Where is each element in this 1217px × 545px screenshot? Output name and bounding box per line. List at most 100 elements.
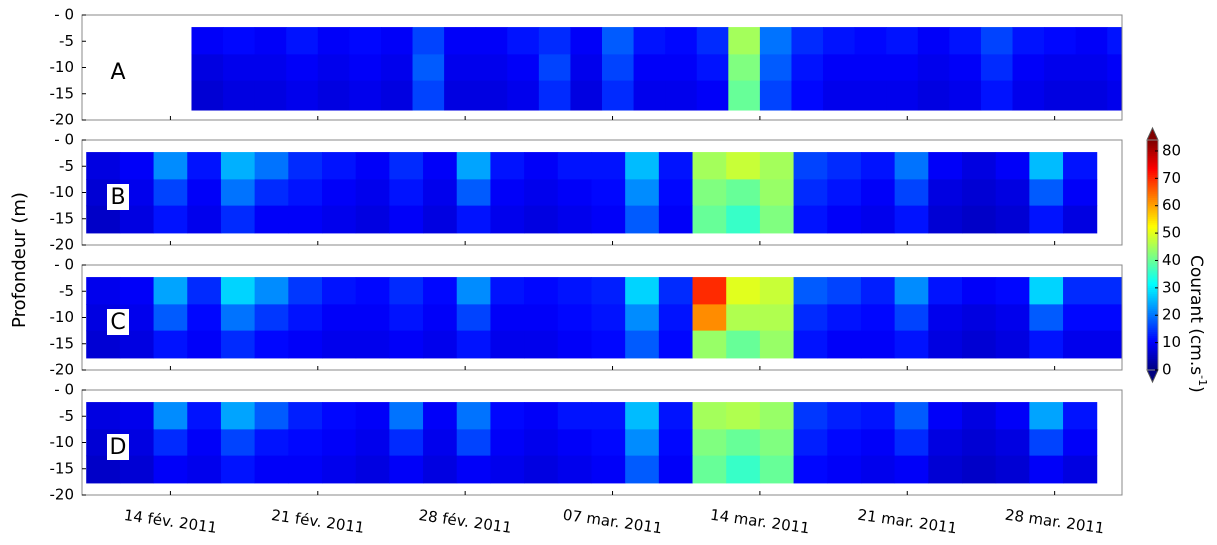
heat-cell	[928, 402, 963, 430]
colorbar-segment	[1147, 335, 1158, 338]
heat-cell	[1029, 429, 1064, 457]
heat-cell	[1029, 277, 1064, 305]
heat-cell	[286, 54, 319, 82]
heat-cell	[1063, 179, 1098, 207]
colorbar-segment	[1147, 279, 1158, 283]
heat-cell	[444, 80, 477, 111]
heat-cell	[980, 54, 1014, 82]
heat-cell	[827, 179, 862, 207]
heat-cell	[423, 277, 458, 305]
heat-cell	[389, 330, 424, 359]
heat-cell	[1107, 54, 1123, 82]
colorbar-segment	[1147, 207, 1158, 210]
heat-cell	[995, 152, 1030, 180]
colorbar-segment	[1147, 170, 1158, 174]
heat-cell	[187, 330, 222, 359]
heat-cell	[928, 205, 963, 234]
colorbar-segment	[1147, 301, 1158, 304]
colorbar-segment	[1147, 339, 1158, 342]
heat-cell	[187, 277, 222, 305]
colorbar-segment	[1147, 308, 1158, 312]
heat-cell	[490, 455, 525, 484]
colorbar-segment	[1147, 209, 1158, 212]
heat-cell	[524, 402, 559, 430]
colorbar-segment	[1147, 172, 1158, 175]
heat-cell	[220, 429, 256, 457]
heat-cell	[860, 402, 896, 430]
heat-cell	[894, 330, 929, 359]
colorbar-segment	[1147, 283, 1158, 287]
heat-cell	[317, 54, 350, 82]
heat-cell	[894, 277, 929, 305]
heat-cell	[288, 205, 323, 234]
heat-cell	[570, 54, 603, 82]
colorbar-segment	[1147, 161, 1158, 164]
y-tick-label: -5	[59, 282, 74, 300]
heat-cell	[223, 54, 256, 82]
heat-cell	[602, 80, 635, 111]
heat-cell	[633, 80, 666, 111]
heat-cell	[423, 304, 458, 332]
heat-cell	[894, 205, 929, 234]
heat-cell	[349, 80, 382, 111]
colorbar-segment	[1147, 178, 1158, 181]
heat-cell	[665, 27, 698, 55]
heat-cell	[625, 205, 660, 234]
heat-cell	[894, 179, 929, 207]
heat-cell	[726, 330, 761, 359]
colorbar-label-text: Courant (cm.s	[1186, 255, 1206, 375]
colorbar-tick-label: 30	[1162, 278, 1181, 296]
heat-cell	[759, 205, 795, 234]
colorbar-segment	[1147, 193, 1158, 197]
heat-cell	[1012, 27, 1045, 55]
colorbar-segment	[1147, 189, 1158, 193]
colorbar-tick-label: 60	[1162, 196, 1181, 214]
x-tick-label: 14 mar. 2011	[709, 506, 811, 538]
heat-cell	[322, 205, 357, 234]
heat-cell	[389, 277, 424, 305]
colorbar-segment	[1147, 314, 1158, 317]
heat-cell	[917, 27, 950, 55]
heat-cell	[625, 277, 660, 305]
heat-cell	[928, 455, 963, 484]
heat-cell	[793, 304, 828, 332]
heat-cell	[980, 27, 1014, 55]
heat-cell	[557, 179, 592, 207]
heat-cell	[860, 205, 896, 234]
colorbar-tick-label: 0	[1162, 361, 1172, 379]
colorbar-segment	[1147, 327, 1158, 331]
y-tick-label: -15	[50, 459, 75, 477]
colorbar-segment	[1147, 241, 1158, 244]
heat-cell	[692, 455, 727, 484]
x-tick-label: 21 mar. 2011	[856, 506, 958, 538]
heat-cell	[759, 304, 795, 332]
heat-cell	[557, 277, 592, 305]
heat-cell	[962, 455, 997, 484]
heat-cell	[886, 80, 919, 111]
heat-cell	[389, 152, 424, 180]
heat-cell	[524, 429, 559, 457]
heat-cell	[726, 402, 761, 430]
heat-cell	[456, 205, 491, 234]
heat-cell	[827, 277, 862, 305]
heat-cell	[423, 455, 458, 484]
heat-cell	[602, 27, 635, 55]
heat-cell	[728, 80, 761, 111]
heat-cell	[355, 330, 390, 359]
heat-cell	[423, 179, 458, 207]
heat-cell	[658, 152, 694, 180]
heat-cell	[591, 179, 626, 207]
heat-cell	[1029, 152, 1064, 180]
colorbar-segment	[1147, 299, 1158, 302]
heat-cell	[288, 330, 323, 359]
heat-cell	[854, 27, 887, 55]
heat-cell	[557, 455, 592, 484]
heat-cell	[692, 330, 727, 359]
colorbar-segment	[1147, 197, 1158, 200]
heat-cell	[928, 429, 963, 457]
colorbar-segment	[1147, 262, 1158, 266]
y-tick-label: -20	[50, 236, 75, 254]
heat-cell	[456, 429, 491, 457]
heat-cell	[928, 330, 963, 359]
y-tick-label: -10	[50, 58, 75, 76]
